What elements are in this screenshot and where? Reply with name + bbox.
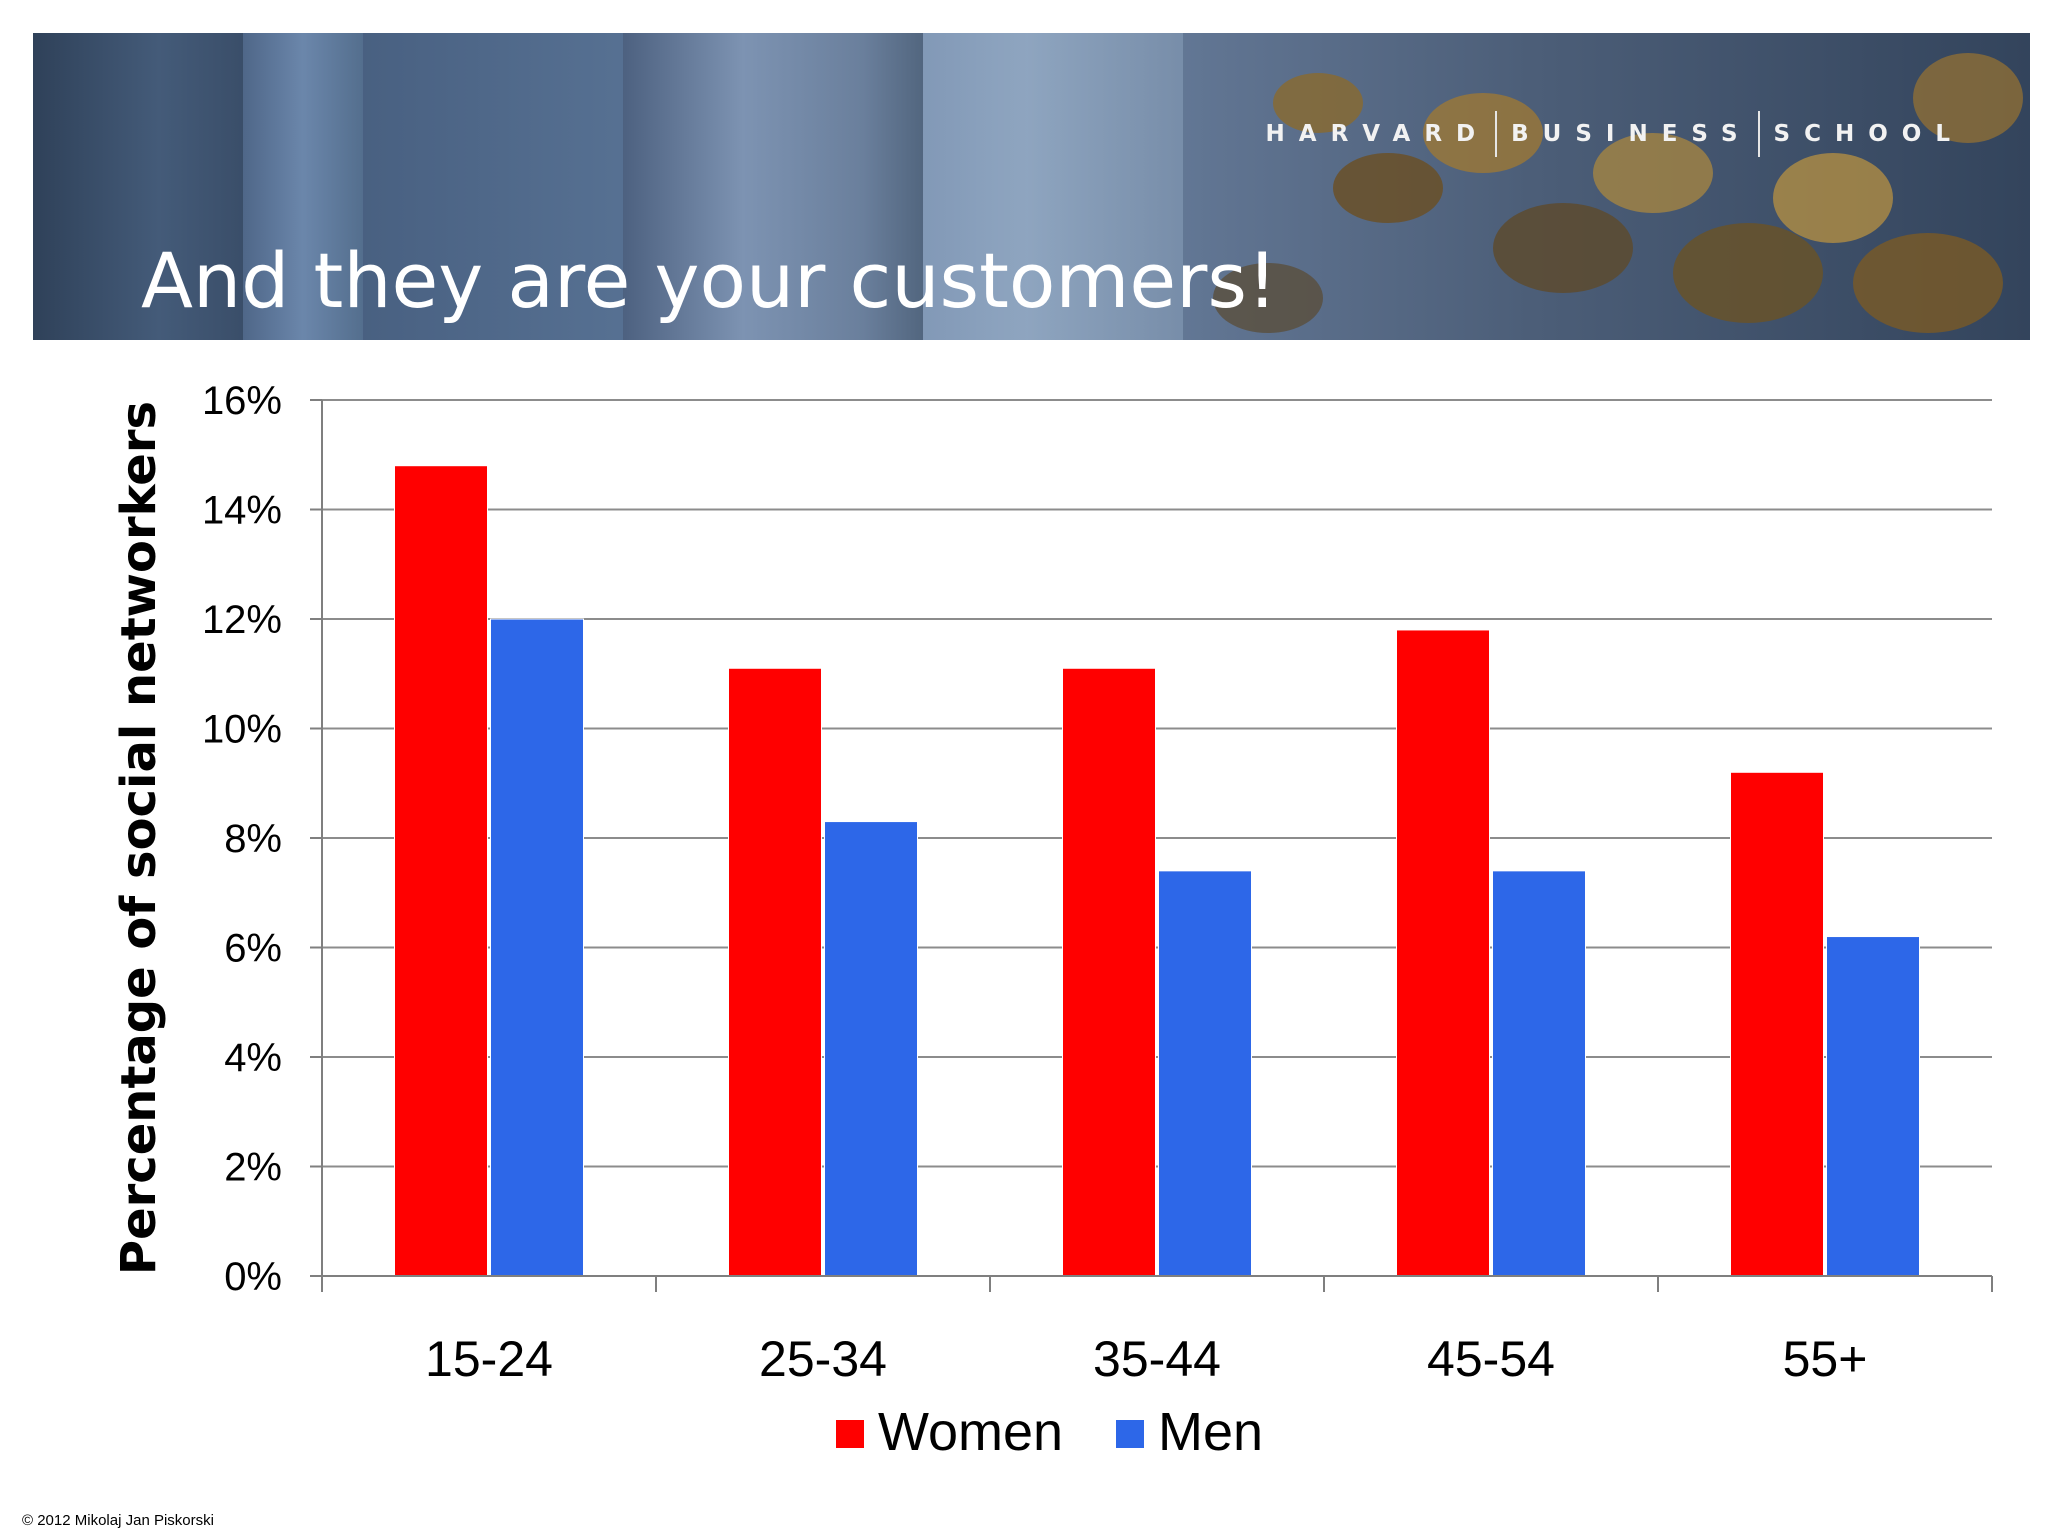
school-logo: HARVARD BUSINESS SCHOOL <box>1266 111 1970 157</box>
column-decoration <box>33 33 243 340</box>
column-decoration <box>243 33 363 340</box>
column-decoration <box>623 33 923 340</box>
x-tick-label: 35-44 <box>1093 1331 1221 1387</box>
bar-women-25-34 <box>728 667 822 1277</box>
logo-word-3: SCHOOL <box>1773 121 1964 147</box>
y-tick-label: 14% <box>202 489 282 533</box>
x-tick-label: 45-54 <box>1427 1331 1555 1387</box>
copyright-notice: © 2012 Mikolaj Jan Piskorski <box>22 1512 214 1529</box>
y-tick-label: 0% <box>224 1255 282 1299</box>
column-decoration <box>923 33 1183 340</box>
bar-men-45-54 <box>1492 870 1586 1277</box>
bar-women-55+ <box>1730 771 1824 1277</box>
bar-men-25-34 <box>824 821 918 1277</box>
legend-swatch-women <box>836 1420 864 1448</box>
y-tick-label: 12% <box>202 598 282 642</box>
logo-word-1: HARVARD <box>1265 121 1490 147</box>
y-tick-label: 6% <box>224 927 282 971</box>
y-axis-title: Percentage of social networkers <box>111 401 167 1275</box>
bar-women-45-54 <box>1396 629 1490 1277</box>
legend-swatch-men <box>1116 1420 1144 1448</box>
y-tick-label: 10% <box>202 708 282 752</box>
y-tick-label: 2% <box>224 1146 282 1190</box>
bar-men-15-24 <box>490 618 584 1277</box>
legend-label-women: Women <box>878 1402 1063 1462</box>
logo-word-2: BUSINESS <box>1511 121 1752 147</box>
slide-title: And they are your customers! <box>141 236 1278 325</box>
bar-men-55+ <box>1826 936 1920 1277</box>
logo-separator <box>1495 111 1498 157</box>
bar-women-35-44 <box>1062 667 1156 1277</box>
y-tick-label: 4% <box>224 1036 282 1080</box>
logo-separator <box>1757 111 1760 157</box>
bar-men-35-44 <box>1158 870 1252 1277</box>
x-tick-label: 15-24 <box>425 1331 553 1387</box>
bar-women-15-24 <box>394 465 488 1277</box>
x-tick-label: 55+ <box>1783 1331 1868 1387</box>
slide-header: HARVARD BUSINESS SCHOOL And they are you… <box>33 33 2030 340</box>
y-tick-label: 8% <box>224 817 282 861</box>
x-tick-label: 25-34 <box>759 1331 887 1387</box>
y-tick-label: 16% <box>202 379 282 423</box>
legend-label-men: Men <box>1158 1402 1263 1462</box>
